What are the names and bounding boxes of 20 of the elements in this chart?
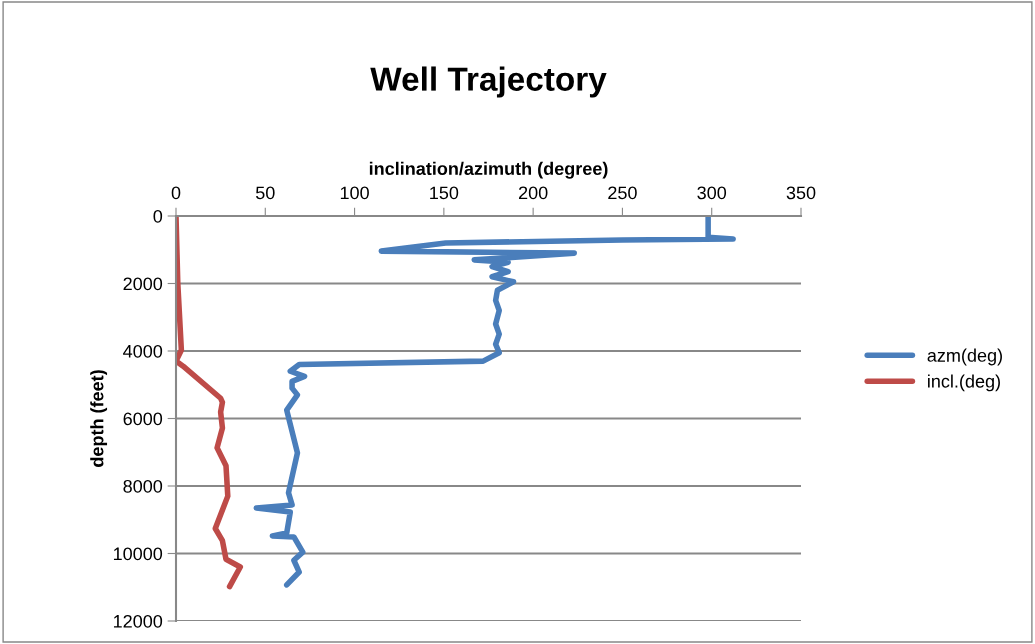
x-tick-label: 300 (697, 186, 727, 200)
y-tick-label: 2000 (123, 277, 163, 291)
x-tick-label: 350 (786, 186, 816, 200)
x-tick-label: 0 (171, 186, 181, 200)
y-tick-label: 6000 (123, 412, 163, 426)
y-axis-title: depth (feet) (90, 370, 108, 467)
legend-label: incl.(deg) (928, 374, 1000, 392)
chart-title: Well Trajectory (370, 66, 607, 98)
legend-label: azm(deg) (927, 348, 1002, 366)
y-tick-label: 12000 (113, 614, 163, 628)
x-tick-label: 200 (518, 186, 548, 200)
x-tick-label: 250 (608, 186, 637, 200)
x-tick-label: 50 (255, 186, 275, 200)
x-tick-label: 100 (340, 186, 369, 200)
x-tick-label: 150 (430, 186, 459, 200)
y-tick-label: 0 (153, 209, 163, 223)
y-tick-label: 4000 (123, 344, 163, 358)
y-tick-label: 8000 (123, 479, 163, 493)
y-tick-label: 10000 (113, 547, 163, 561)
x-axis-title: inclination/azimuth (degree) (369, 161, 608, 179)
